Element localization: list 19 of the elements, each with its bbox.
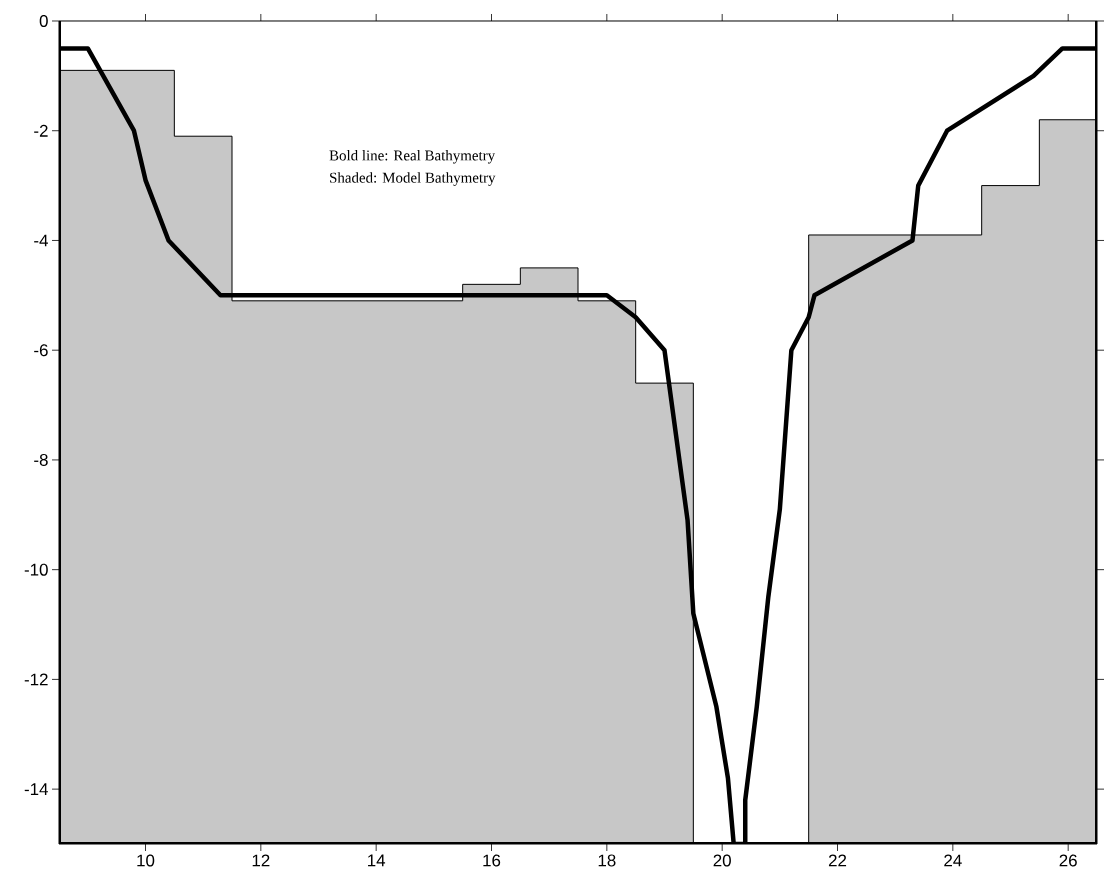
x-tick-label: 24: [944, 854, 962, 867]
x-tick-label: 26: [1059, 854, 1077, 867]
x-tick-label: 10: [137, 854, 155, 867]
y-tick-label: -14: [24, 783, 48, 795]
x-tick-label: 20: [713, 854, 731, 867]
y-tick-label: -6: [34, 344, 48, 357]
y-tick-label: -2: [34, 124, 48, 137]
annotation: Bold line: Real Bathymetry: [329, 149, 496, 164]
y-tick-label: -10: [24, 563, 48, 576]
x-tick-label: 18: [598, 854, 616, 867]
x-tick-label: 14: [368, 854, 386, 867]
annotation: Shaded: Model Bathymetry: [330, 172, 496, 186]
x-tick-label: 22: [828, 854, 847, 867]
x-tick-label: 12: [252, 854, 270, 867]
y-tick-label: -12: [24, 673, 48, 686]
y-tick-label: 0: [39, 14, 48, 27]
x-tick-label: 16: [483, 854, 501, 867]
y-tick-label: -4: [34, 234, 48, 247]
y-tick-label: -8: [34, 453, 48, 466]
